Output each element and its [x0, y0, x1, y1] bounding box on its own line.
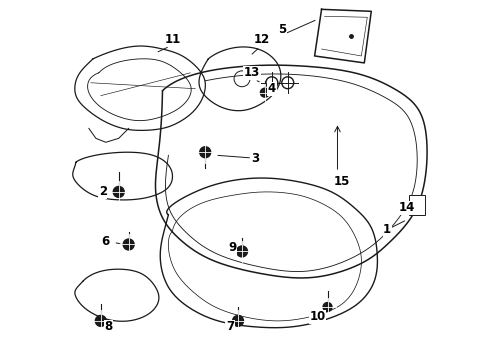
- Text: 9: 9: [228, 241, 236, 254]
- Text: 7: 7: [226, 320, 234, 333]
- Circle shape: [113, 186, 124, 197]
- Circle shape: [200, 147, 211, 158]
- Text: 11: 11: [164, 33, 180, 46]
- Text: 3: 3: [251, 152, 259, 165]
- Circle shape: [123, 239, 134, 250]
- Text: 13: 13: [244, 66, 260, 79]
- Text: 5: 5: [278, 23, 286, 36]
- Text: 6: 6: [101, 235, 110, 248]
- Text: 8: 8: [105, 320, 113, 333]
- Text: 12: 12: [254, 33, 270, 46]
- Text: 4: 4: [268, 82, 276, 95]
- Circle shape: [233, 315, 244, 327]
- Text: 1: 1: [383, 223, 391, 236]
- Circle shape: [237, 246, 247, 257]
- Text: 15: 15: [333, 175, 350, 189]
- Circle shape: [260, 88, 270, 97]
- Text: 14: 14: [399, 201, 415, 214]
- Text: 10: 10: [310, 310, 326, 323]
- Text: 2: 2: [99, 185, 107, 198]
- Circle shape: [96, 315, 106, 327]
- Circle shape: [323, 302, 332, 311]
- Bar: [409, 195, 425, 215]
